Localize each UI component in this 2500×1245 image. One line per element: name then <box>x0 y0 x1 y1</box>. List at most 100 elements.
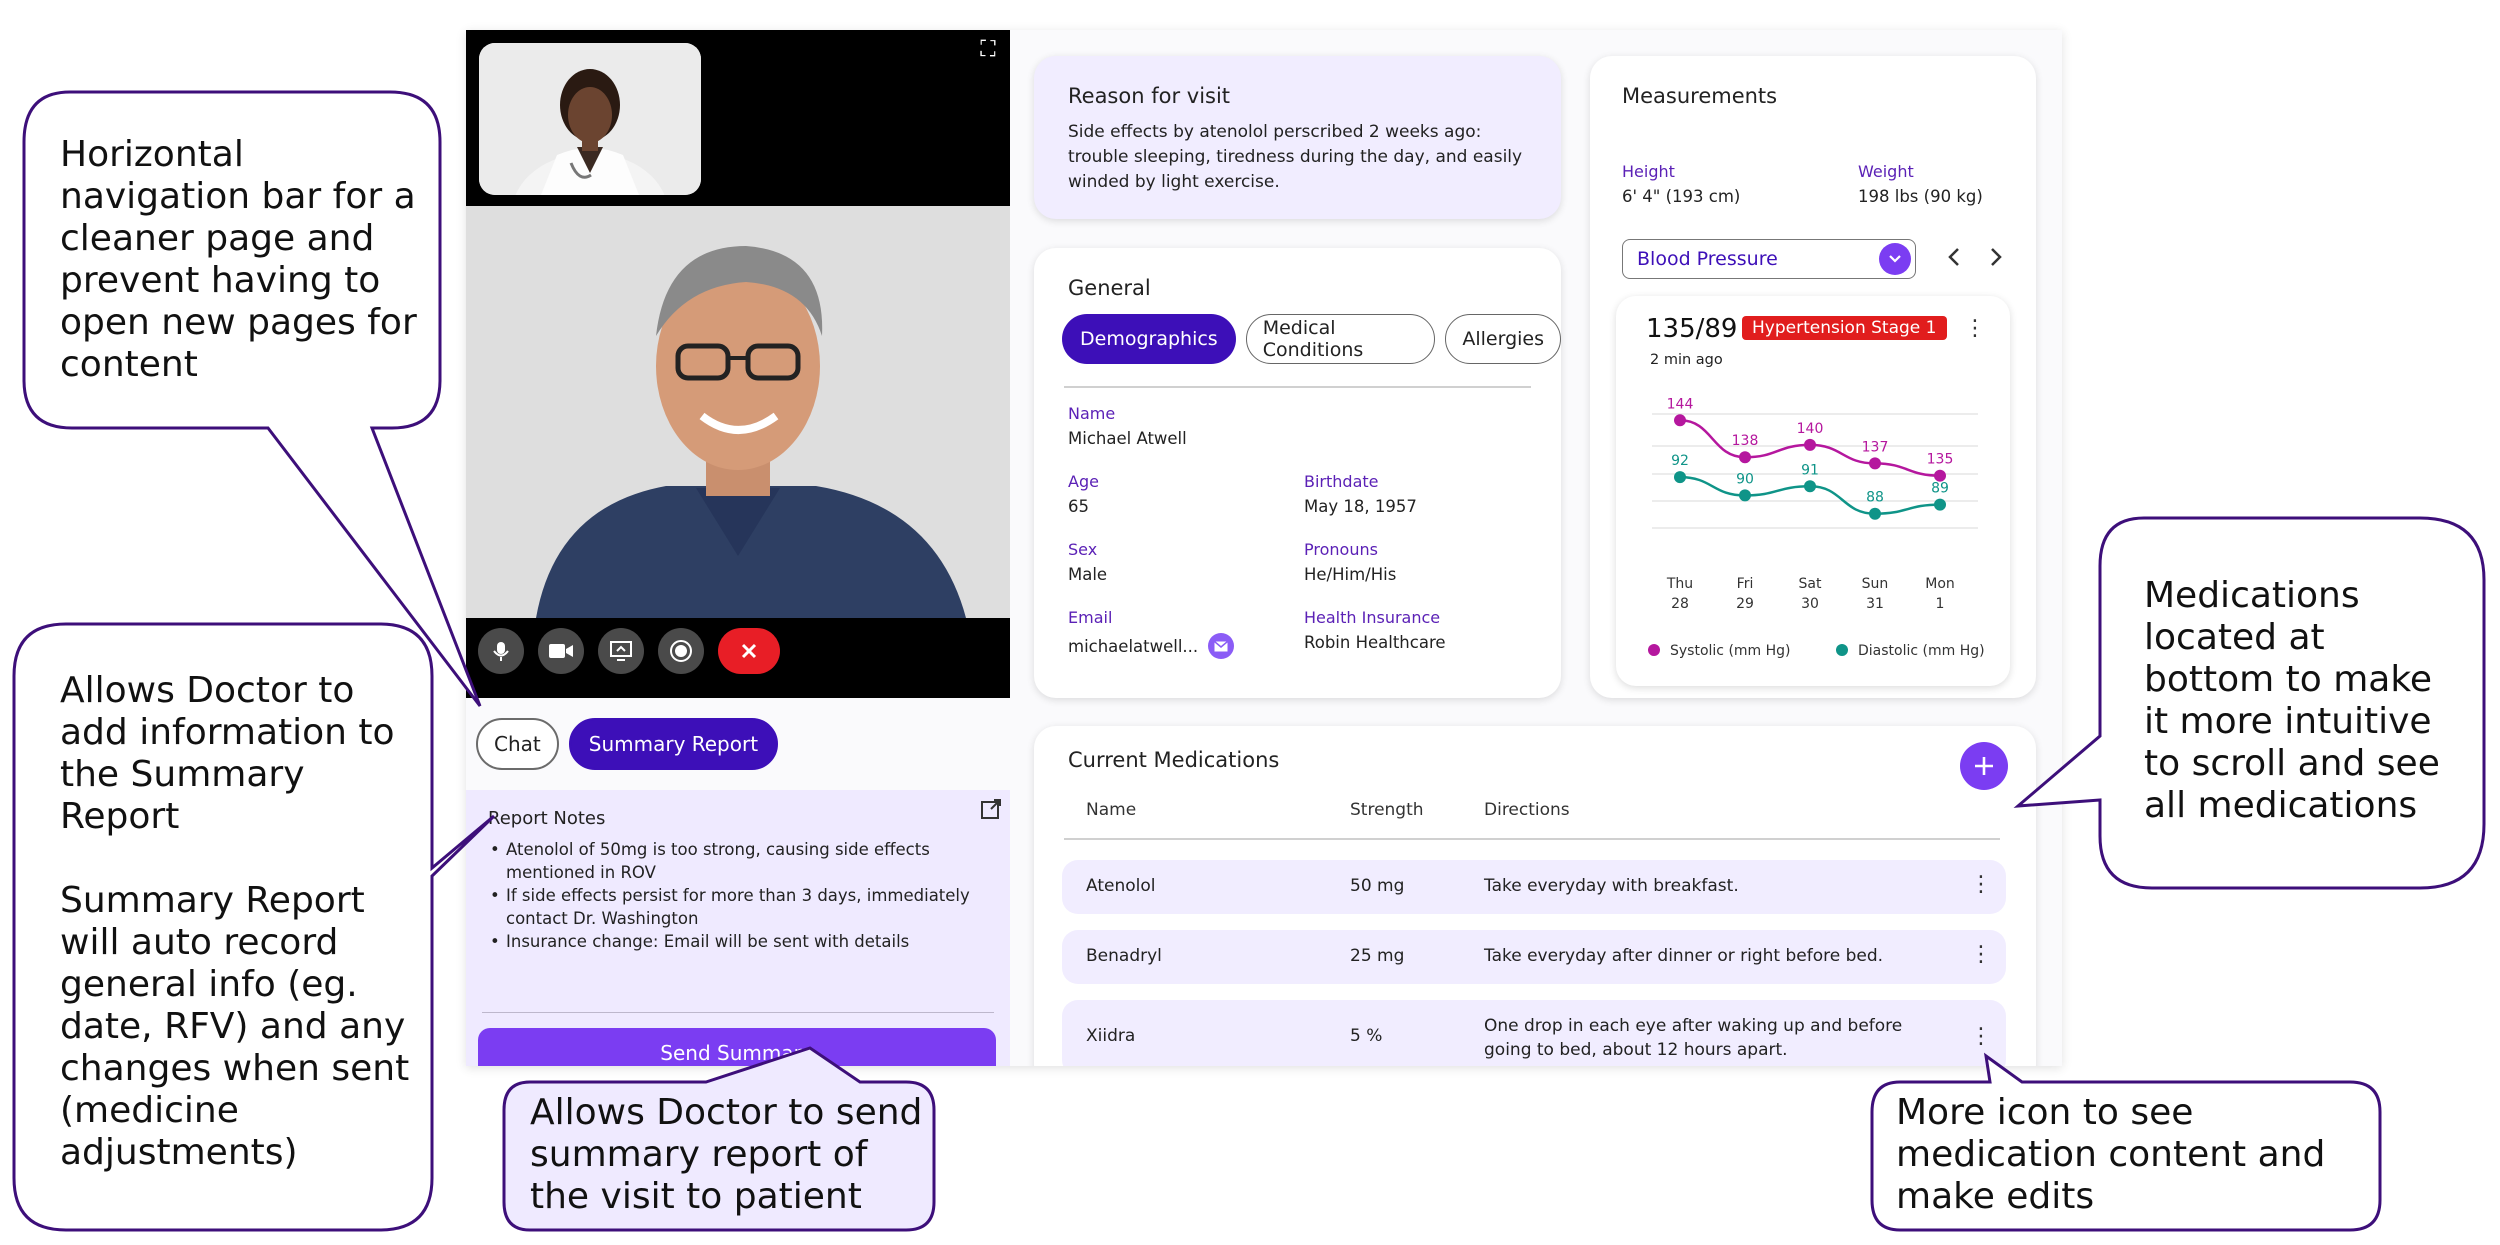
data-point <box>1934 498 1946 511</box>
x-tick-label: Sat <box>1799 576 1822 592</box>
record-icon[interactable] <box>658 628 704 674</box>
height-value: 6' 4" (193 cm) <box>1622 187 1741 206</box>
x-tick-label: Sun <box>1862 576 1889 592</box>
data-label: 92 <box>1671 453 1689 469</box>
x-tick-label: 31 <box>1866 596 1884 612</box>
med-strength: 25 mg <box>1350 946 1405 966</box>
patient-video <box>466 206 1010 618</box>
more-vertical-icon[interactable]: ⋮ <box>1970 942 1992 967</box>
table-row[interactable]: Benadryl 25 mg Take everyday after dinne… <box>1062 930 2006 984</box>
measurement-type-select[interactable]: Blood Pressure <box>1622 239 1916 279</box>
med-directions: Take everyday with breakfast. <box>1484 876 1739 896</box>
x-tick-label: 29 <box>1736 596 1754 612</box>
age-value: 65 <box>1068 497 1089 516</box>
column-header-directions: Directions <box>1484 800 1570 820</box>
email-value: michaelatwell... <box>1068 636 1199 656</box>
birthdate-value: May 18, 1957 <box>1304 497 1417 516</box>
med-name: Atenolol <box>1086 876 1156 896</box>
chevron-right-icon[interactable] <box>1984 242 2008 275</box>
age-field: Age 65 <box>1068 472 1099 516</box>
reason-for-visit-title: Reason for visit <box>1068 84 1231 108</box>
chevron-down-icon[interactable] <box>1879 243 1911 275</box>
more-vertical-icon[interactable]: ⋮ <box>1964 316 1986 341</box>
measurement-select-value: Blood Pressure <box>1637 248 1778 270</box>
left-tab-bar: Chat Summary Report <box>476 718 779 770</box>
tab-medical-conditions[interactable]: Medical Conditions <box>1245 314 1436 364</box>
divider <box>1064 838 2000 840</box>
data-point <box>1739 489 1751 502</box>
mic-icon[interactable] <box>478 628 524 674</box>
more-vertical-icon[interactable]: ⋮ <box>1970 1024 1992 1049</box>
blood-pressure-chart: 144 138 140 137 135 92 90 91 88 89 Thu 28 Fri 29 Sat 30… <box>1648 396 1985 659</box>
data-label: 91 <box>1801 462 1819 478</box>
divider <box>1064 386 1531 388</box>
report-notes-panel: Report Notes Atenolol of 50mg is too str… <box>466 790 1010 1066</box>
telehealth-app: ⛶ <box>466 30 2062 1066</box>
data-point <box>1869 507 1881 520</box>
email-field: Email michaelatwell... <box>1068 608 1235 659</box>
fullscreen-icon[interactable]: ⛶ <box>980 37 996 62</box>
sex-value: Male <box>1068 565 1108 584</box>
med-strength: 5 % <box>1350 1026 1383 1046</box>
med-name: Xiidra <box>1086 1026 1136 1046</box>
legend-marker <box>1648 644 1660 656</box>
reason-for-visit-text: Side effects by atenolol perscribed 2 we… <box>1068 122 1523 192</box>
open-external-icon[interactable] <box>980 798 1002 826</box>
data-point <box>1674 414 1686 427</box>
send-summary-button[interactable]: Send Summary <box>478 1028 996 1066</box>
med-directions: Take everyday after dinner or right befo… <box>1484 946 1884 966</box>
more-vertical-icon[interactable]: ⋮ <box>1970 872 1992 897</box>
doctor-video-thumbnail[interactable] <box>479 43 701 195</box>
data-point <box>1869 457 1881 470</box>
tab-summary-report[interactable]: Summary Report <box>568 718 779 770</box>
send-callout-text: Allows Doctor to send summary report of … <box>530 1092 923 1217</box>
legend-marker <box>1836 644 1848 656</box>
bp-reading: 135/89 <box>1646 314 1738 344</box>
data-label: 138 <box>1732 433 1759 449</box>
end-call-icon[interactable] <box>718 628 780 674</box>
sex-label: Sex <box>1068 540 1098 559</box>
legend-label: Diastolic (mm Hg) <box>1858 643 1985 659</box>
medications-title: Current Medications <box>1068 748 1280 772</box>
x-tick-label: 30 <box>1801 596 1819 612</box>
list-item: If side effects persist for more than 3 … <box>488 884 988 930</box>
video-call-area: ⛶ <box>466 30 1010 698</box>
blood-pressure-card: 135/89 Hypertension Stage 1 2 min ago ⋮ … <box>1616 296 2010 686</box>
name-label: Name <box>1068 404 1116 423</box>
status-badge: Hypertension Stage 1 <box>1742 316 1947 340</box>
name-field: Name Michael Atwell <box>1068 404 1187 448</box>
table-row[interactable]: Xiidra 5 % One drop in each eye after wa… <box>1062 1000 2006 1066</box>
screen-share-icon[interactable] <box>598 628 644 674</box>
tab-allergies[interactable]: Allergies <box>1445 314 1561 364</box>
birthdate-field: Birthdate May 18, 1957 <box>1304 472 1417 516</box>
add-medication-button[interactable] <box>1960 742 2008 790</box>
list-item: Atenolol of 50mg is too strong, causing … <box>488 838 988 884</box>
data-label: 140 <box>1797 421 1824 437</box>
mail-icon[interactable] <box>1208 633 1235 659</box>
height-label: Height <box>1622 162 1675 181</box>
chevron-left-icon[interactable] <box>1942 242 1966 275</box>
data-point <box>1739 451 1751 464</box>
med-strength: 50 mg <box>1350 876 1405 896</box>
weight-label: Weight <box>1858 162 1914 181</box>
data-point <box>1804 438 1816 451</box>
data-label: 88 <box>1866 490 1884 506</box>
x-tick-label: Fri <box>1737 576 1754 592</box>
height-field: Height 6' 4" (193 cm) <box>1622 162 1740 206</box>
tab-demographics[interactable]: Demographics <box>1062 314 1236 364</box>
report-notes-title: Report Notes <box>488 808 606 829</box>
insurance-label: Health Insurance <box>1304 608 1441 627</box>
pronouns-label: Pronouns <box>1304 540 1378 559</box>
divider <box>482 1012 994 1013</box>
tab-chat[interactable]: Chat <box>476 718 559 770</box>
general-card: General Demographics Medical Conditions … <box>1034 248 1561 698</box>
current-medications-card: Current Medications Name Strength Direct… <box>1034 726 2036 1066</box>
camera-icon[interactable] <box>538 628 584 674</box>
report-notes-list[interactable]: Atenolol of 50mg is too strong, causing … <box>488 838 988 953</box>
table-row[interactable]: Atenolol 50 mg Take everyday with breakf… <box>1062 860 2006 914</box>
data-label: 89 <box>1931 481 1949 497</box>
x-tick-label: 28 <box>1671 596 1689 612</box>
data-label: 135 <box>1927 452 1954 468</box>
name-value: Michael Atwell <box>1068 429 1187 448</box>
data-label: 144 <box>1667 396 1694 412</box>
